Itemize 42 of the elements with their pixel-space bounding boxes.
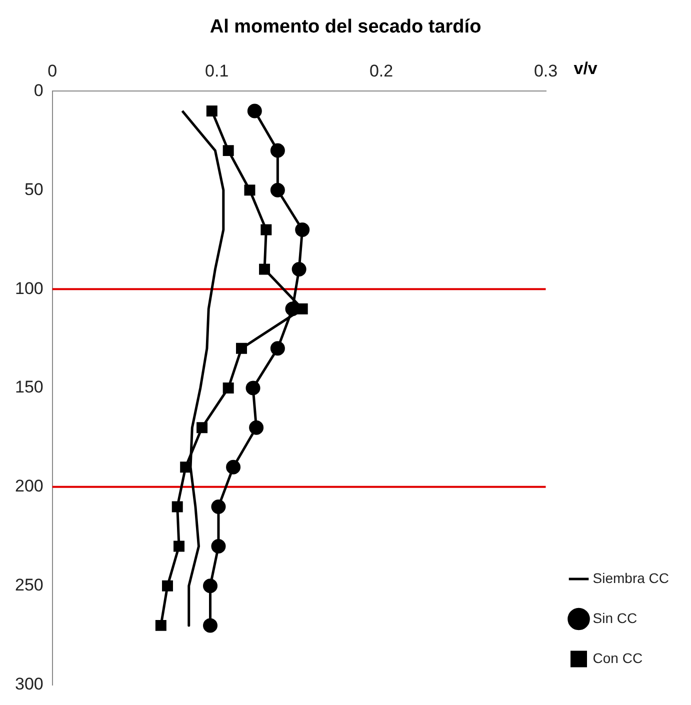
y-tick-label: 200 bbox=[14, 476, 44, 496]
legend-label: Sin CC bbox=[592, 610, 638, 626]
y-tick-label: 250 bbox=[14, 576, 44, 595]
y-tick-label: 50 bbox=[24, 180, 44, 199]
point bbox=[162, 580, 173, 592]
point bbox=[270, 341, 285, 356]
legend-label: Siembra CC bbox=[592, 570, 670, 586]
point bbox=[246, 380, 260, 396]
x-tick-label: 0 bbox=[48, 62, 58, 81]
point bbox=[174, 540, 184, 552]
point bbox=[247, 104, 262, 118]
point bbox=[203, 578, 218, 594]
y-tick-label: 150 bbox=[14, 378, 44, 397]
point bbox=[211, 539, 226, 554]
legend-label: Con CC bbox=[592, 650, 643, 666]
y-tick-label: 300 bbox=[14, 674, 44, 694]
point bbox=[236, 342, 247, 354]
point bbox=[249, 420, 264, 435]
point bbox=[292, 262, 306, 277]
point bbox=[270, 182, 285, 198]
point bbox=[222, 382, 234, 394]
x-tick-label: 0.3 bbox=[534, 62, 558, 81]
point bbox=[295, 222, 310, 237]
point bbox=[260, 224, 272, 236]
point bbox=[196, 422, 208, 434]
point bbox=[155, 620, 166, 631]
y-tick-label: 0 bbox=[34, 80, 44, 100]
point bbox=[226, 460, 241, 474]
point bbox=[180, 462, 192, 473]
point bbox=[244, 184, 256, 196]
x-tick-label: 0.1 bbox=[205, 62, 229, 81]
point bbox=[259, 264, 270, 275]
x-tick-label: 0.2 bbox=[369, 62, 394, 81]
y-tick-label: 100 bbox=[14, 278, 44, 298]
point bbox=[211, 499, 226, 514]
point bbox=[222, 145, 234, 156]
point bbox=[203, 618, 218, 633]
x-axis-title: v/v bbox=[574, 58, 598, 78]
point bbox=[206, 105, 218, 116]
chart-title: Al momento del secado tardío bbox=[210, 16, 482, 38]
point bbox=[172, 501, 183, 512]
point bbox=[270, 143, 285, 158]
